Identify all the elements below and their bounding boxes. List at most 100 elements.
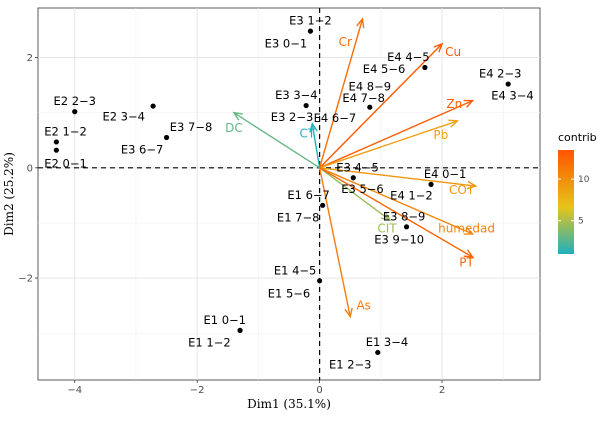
var-ct-label: CT [300, 127, 316, 141]
var-ct-arrow-head [309, 122, 318, 133]
x-tick-label: 2 [439, 385, 445, 396]
ind-e3-3-4: E3 3−4 [275, 88, 318, 109]
y-tick-label: 0 [27, 163, 33, 174]
var-cit-label: CIT [377, 221, 397, 235]
ind-e3-5-6: E3 5−6 [341, 182, 384, 196]
var-cot-label: COT [449, 183, 475, 197]
x-tick-label: −4 [67, 385, 82, 396]
ind-e1-5-6-label: E1 5−6 [268, 286, 311, 300]
ind-e4-0-1-point [428, 181, 434, 187]
ind-e1-0-1-label: E1 0−1 [203, 313, 246, 327]
ind-e1-6-7-point [320, 202, 326, 208]
var-cot-arrow-head [466, 180, 478, 190]
y-tick-label: −2 [18, 274, 33, 285]
ind-e3-7-8-label: E3 7−8 [170, 120, 213, 134]
var-pb-arrow-line [319, 120, 458, 169]
ind-e3-3-4-label: E3 3−4 [275, 88, 318, 102]
ind-e3-7-8: E3 7−8 [163, 120, 213, 141]
ind-e3-1-2-point [307, 28, 314, 34]
var-ct: CT [300, 122, 321, 168]
axis-ticks: −4 −2 0 2 −2 0 2 [18, 53, 445, 396]
ind-e4-8-9: E4 8−9 [349, 79, 391, 110]
var-cu-arrow-line [319, 43, 443, 169]
ind-e3-1-2: E3 1−2 [289, 14, 332, 34]
ind-e1-4-5: E1 4−5 [274, 263, 323, 284]
ind-e4-2-3-point [505, 81, 511, 87]
ind-e3-6-7-label: E3 6−7 [121, 143, 164, 157]
var-dc-label: DC [225, 121, 243, 135]
ind-e3-4-5-point [350, 175, 356, 181]
ind-e3-2-3-label: E3 2−3 [271, 110, 314, 124]
y-tick-label: 2 [27, 53, 33, 64]
ind-e2-2-3-label: E2 2−3 [53, 94, 96, 108]
var-pt-arrow-line [319, 167, 474, 258]
ind-e4-1-2-label: E4 1−2 [390, 188, 433, 202]
ind-e4-4-5-label: E4 4−5 [387, 50, 430, 64]
var-cit-arrow-line [319, 167, 391, 221]
ind-e2-2-3: E2 2−3 [53, 94, 96, 115]
var-dc: DC [225, 111, 320, 169]
ind-e4-8-9-point [367, 104, 373, 110]
var-dc-arrow-head [232, 111, 243, 121]
var-zn-label: Zn [446, 97, 462, 111]
ind-e4-4-5-point [422, 64, 428, 71]
ind-e1-2-3-label: E1 2−3 [329, 358, 372, 372]
x-axis-title: Dim1 (35.1%) [247, 397, 331, 411]
ind-e1-0-1-point [237, 327, 243, 333]
legend-tick-label: 10 [578, 175, 590, 185]
var-cu-arrow-head [433, 42, 444, 53]
ind-e3-1-2-label: E3 1−2 [289, 14, 332, 28]
ind-e1-1-2-label: E1 1−2 [188, 336, 231, 350]
var-as: As [318, 167, 371, 319]
ind-e4-5-6: E4 5−6 [363, 62, 406, 76]
var-cr-arrow-line [318, 18, 364, 169]
ind-e4-7-8: E4 7−8 [342, 91, 385, 105]
legend-tick-label: 5 [578, 217, 584, 227]
ind-e4-2-3-label: E4 2−3 [479, 67, 522, 81]
ind-e2-3-4: E2 3−4 [102, 103, 156, 124]
var-cu: Cu [319, 42, 461, 169]
ind-e4-3-4: E4 3−4 [491, 89, 534, 103]
ind-e2-0-1: E2 0−1 [44, 147, 87, 170]
ind-e2-1-2-label: E2 1−2 [44, 124, 87, 138]
ind-e3-0-1: E3 0−1 [265, 36, 308, 50]
ind-e2-3-4-point [150, 103, 156, 109]
var-cit: CIT [319, 167, 397, 235]
variable-arrows: Cr Cu Zn Pb DC CT COT CIT humedad PT As [225, 17, 495, 319]
var-pt-arrow-head [463, 249, 475, 258]
var-cr-label: Cr [339, 35, 352, 49]
ind-e3-0-1-label: E3 0−1 [265, 36, 308, 50]
var-humedad-arrow-head [463, 226, 475, 235]
var-zn-arrow-head [463, 99, 475, 108]
ind-e1-6-7: E1 6−7 [287, 188, 330, 208]
ind-e3-8-9: E3 8−9 [383, 209, 425, 230]
ind-e3-4-5-label: E3 4−5 [336, 160, 379, 174]
var-pb-arrow-head [448, 119, 459, 128]
var-cot: COT [319, 167, 478, 197]
var-humedad-arrow-line [319, 167, 473, 235]
legend: contrib 5 10 [558, 131, 597, 254]
ind-e4-0-1: E4 0−1 [424, 167, 466, 187]
ind-e3-9-10-label: E3 9−10 [374, 232, 424, 246]
ind-e1-7-8-label: E1 7−8 [277, 210, 320, 224]
var-cit-arrow-head [381, 211, 392, 222]
ind-e4-6-7: E4 6−7 [314, 111, 357, 125]
var-humedad: humedad [319, 167, 495, 235]
var-pb-label: Pb [433, 128, 448, 142]
ind-e1-7-8: E1 7−8 [277, 210, 320, 224]
ind-e2-0-1-point [53, 147, 59, 153]
ind-e1-0-1: E1 0−1 [203, 313, 246, 333]
ind-e3-2-3: E3 2−3 [271, 110, 314, 124]
reference-lines [38, 8, 540, 380]
var-pb: Pb [319, 119, 459, 169]
ind-e3-9-10: E3 9−10 [374, 232, 424, 246]
ind-e1-3-4-point [375, 349, 381, 356]
ind-e1-3-4-label: E1 3−4 [366, 335, 409, 349]
x-tick-label: −2 [190, 385, 205, 396]
y-axis-title: Dim2 (25.2%) [2, 152, 16, 236]
ind-e3-4-5: E3 4−5 [336, 160, 379, 181]
ind-e2-0-1-label: E2 0−1 [44, 156, 87, 170]
var-cu-label: Cu [445, 45, 461, 59]
ind-e3-8-9-point [403, 224, 410, 230]
